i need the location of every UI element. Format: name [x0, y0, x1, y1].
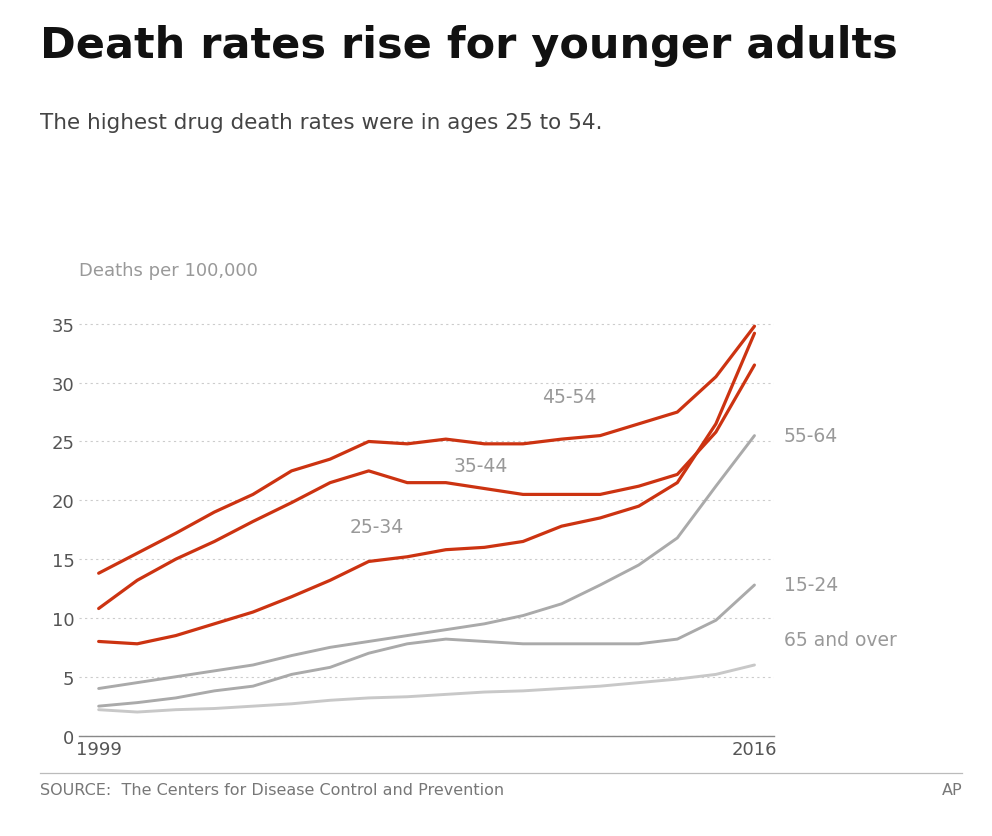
Text: 25-34: 25-34: [349, 517, 404, 536]
Text: 65 and over: 65 and over: [784, 630, 897, 649]
Text: SOURCE:  The Centers for Disease Control and Prevention: SOURCE: The Centers for Disease Control …: [40, 782, 504, 797]
Text: 55-64: 55-64: [784, 426, 838, 446]
Text: Deaths per 100,000: Deaths per 100,000: [79, 262, 258, 280]
Text: Death rates rise for younger adults: Death rates rise for younger adults: [40, 25, 898, 67]
Text: AP: AP: [941, 782, 962, 797]
Text: 35-44: 35-44: [453, 456, 508, 475]
Text: 15-24: 15-24: [784, 576, 838, 594]
Text: 45-54: 45-54: [543, 388, 596, 407]
Text: The highest drug death rates were in ages 25 to 54.: The highest drug death rates were in age…: [40, 113, 602, 133]
